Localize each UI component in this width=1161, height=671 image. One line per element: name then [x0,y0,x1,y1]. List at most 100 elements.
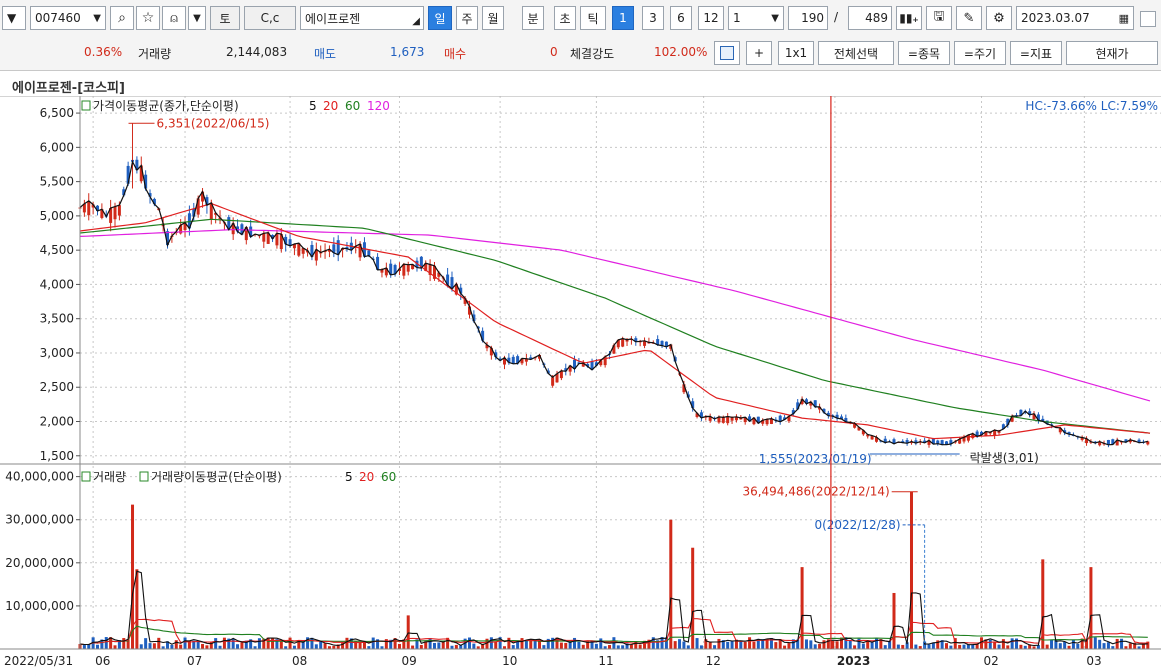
search-button[interactable]: ⌕ [110,6,134,30]
axes: 6,500 6,000 5,500 5,000 4,500 4,000 3,500 3,000… [0,96,1161,668]
volume-bar [122,638,126,649]
select-all-button[interactable]: 전체선택 [818,41,894,65]
candle-body [971,433,975,439]
layout-1x1-button[interactable]: 1x1 [778,41,814,65]
price-panel [78,123,1151,448]
volume-bar [288,637,292,649]
menu-dropdown[interactable]: ▼ [2,6,26,30]
add-bars-button[interactable]: ▮▮₊ [896,6,922,30]
sync-stock-button[interactable]: =종목 [898,41,950,65]
candle-body [752,417,756,425]
interval-3-button[interactable]: 3 [642,6,664,30]
alert-dropdown[interactable]: ▼ [188,6,206,30]
candle-body [1115,440,1119,446]
candle-body [866,434,870,437]
settings-button[interactable]: ⚙ [986,6,1012,30]
candle-body [625,339,629,342]
volume-bar [131,504,135,649]
stock-code-select[interactable]: 007460 ▼ [30,6,106,30]
candle-body [192,208,196,217]
stock-code-value: 007460 [35,11,81,25]
volume-bar [914,644,918,649]
volume-ma-period-label: 20 [359,470,374,484]
volume-bar [1019,644,1023,649]
candle-body [573,359,577,369]
volume-bar [179,644,183,649]
volume-bar [984,639,988,649]
volume-bar [214,638,218,649]
candle-body [909,441,913,444]
candle-body [214,212,218,215]
chevron-down-icon: ▼ [93,12,101,24]
buy-value: 0 [550,45,558,59]
volume-bar [888,640,892,649]
hc-lc-label: HC:-73.66% LC:7.59% [1025,99,1158,113]
plus-button[interactable]: + [746,41,772,65]
candle-body [923,440,927,443]
sync-indicator-label: =지표 [1019,46,1053,61]
sync-period-button[interactable]: =주기 [954,41,1006,65]
candle-body [87,200,91,216]
stock-name-field[interactable]: 에이프로젠 ◢ [300,6,424,30]
period-second-button[interactable]: 초 [554,6,576,30]
candle-body [380,269,384,273]
volume-bar [157,637,161,649]
interval-label: 6 [677,11,685,25]
checkbox[interactable] [1140,11,1156,27]
volume-bar [336,644,340,649]
candle-body [502,357,506,365]
price-tick-label: 6,000 [40,140,74,154]
candle-body [498,358,502,361]
save-button[interactable]: 🖫 [926,6,952,30]
period-week-button[interactable]: 주 [456,6,478,30]
total-input[interactable]: 489 [848,6,892,30]
to-button[interactable]: 토 [210,6,240,30]
volume-bar [1146,641,1150,649]
candle-body [122,189,126,196]
volume-bar [135,569,139,649]
slash-separator: / [834,10,839,24]
volume-bar [205,645,209,649]
volume-bar [450,645,454,649]
candle-body [292,244,296,249]
cc-button[interactable]: C,c [244,6,296,30]
period-tick-button[interactable]: 틱 [580,6,606,30]
candle-body [1137,439,1141,443]
pen-button[interactable]: ✎ [956,6,982,30]
candle-body [507,357,511,363]
sync-indicator-button[interactable]: =지표 [1010,41,1062,65]
volume-bar [1085,640,1089,649]
candle-body [743,417,747,423]
volume-bar [1001,639,1005,649]
volume-bar [489,637,493,649]
interval-1-button[interactable]: 1 [612,6,634,30]
candle-body [664,341,668,347]
volume-bar [542,645,546,649]
current-price-button[interactable]: 현재가 [1066,41,1158,65]
candle-body [796,402,800,410]
candle-body [262,233,266,242]
favorite-button[interactable]: ☆ [136,6,160,30]
volume-bar [734,639,738,649]
candle-body [1019,409,1023,416]
interval-6-button[interactable]: 6 [670,6,692,30]
stock-chart[interactable]: 6,500 6,000 5,500 5,000 4,500 4,000 3,500 3,000… [0,96,1161,671]
volume-bar [713,645,717,649]
volume-bar [249,639,253,649]
rect-tool-button[interactable] [714,41,740,65]
period-day-button[interactable]: 일 [428,6,452,30]
volume-bar [82,645,86,649]
interval-select[interactable]: 1 ▼ [728,6,784,30]
to-label: 토 [219,11,231,26]
interval-12-button[interactable]: 12 [698,6,724,30]
date-picker[interactable]: 2023.03.07 ▦ [1016,6,1134,30]
period-month-button[interactable]: 월 [482,6,504,30]
alert-button[interactable]: ⍝ [162,6,186,30]
period-minute-button[interactable]: 분 [522,6,544,30]
candle-body [231,223,235,235]
volume-bar [1023,645,1027,649]
volume-bar [376,639,380,649]
volume-bar [257,638,261,649]
count-input[interactable]: 190 [788,6,828,30]
candle-body [962,437,966,442]
